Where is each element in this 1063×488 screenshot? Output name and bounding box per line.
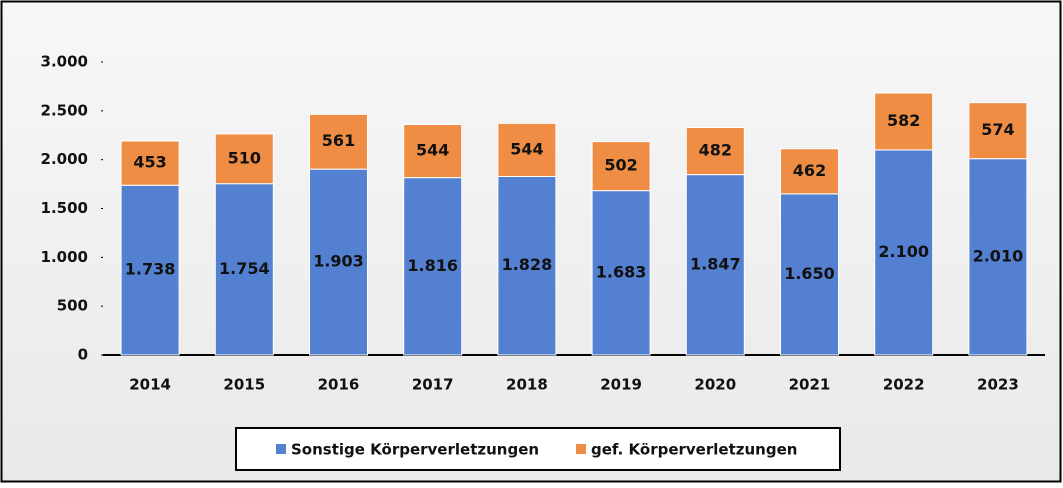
data-label: 561	[322, 131, 355, 150]
data-label: 2.100	[878, 242, 929, 261]
y-tick-label: 3.000	[41, 53, 88, 71]
data-label: 1.650	[784, 264, 835, 283]
data-label: 582	[887, 111, 920, 130]
data-label: 453	[133, 153, 166, 172]
data-label: 1.828	[502, 255, 553, 274]
x-tick-label: 2022	[883, 376, 925, 394]
data-label: 1.816	[407, 256, 458, 275]
bar-segment	[120, 140, 180, 186]
x-tick-label: 2014	[129, 376, 171, 394]
bar-segment	[685, 174, 745, 356]
data-label: 482	[699, 141, 732, 160]
bar-segment	[591, 190, 651, 356]
x-tick-label: 2017	[412, 376, 454, 394]
bar-segment	[780, 148, 839, 195]
data-label: 1.738	[125, 260, 176, 279]
x-tick-label: 2016	[318, 376, 360, 394]
data-label: 1.847	[690, 254, 741, 273]
data-label: 1.683	[596, 262, 647, 281]
bar-segment	[968, 102, 1028, 160]
y-tick-label: 2.500	[41, 101, 88, 119]
y-tick-label: 2.000	[41, 150, 88, 168]
bar-segment	[403, 177, 463, 356]
data-label: 502	[604, 156, 637, 175]
data-label: 1.754	[219, 259, 270, 278]
data-label: 544	[416, 141, 449, 160]
bar-segment	[497, 175, 557, 356]
x-tick-label: 2018	[506, 376, 548, 394]
x-tick-label: 2020	[694, 376, 736, 394]
bar-segment	[874, 92, 934, 151]
data-label: 1.903	[313, 252, 364, 271]
y-tick-label: 1.000	[41, 248, 88, 266]
legend-swatch	[576, 444, 586, 454]
x-tick-label: 2019	[600, 376, 642, 394]
bar-segment	[968, 158, 1028, 356]
bar-segment	[874, 149, 934, 356]
bar-segment	[780, 193, 839, 356]
y-tick-label: 500	[57, 297, 88, 315]
data-label: 574	[981, 120, 1014, 139]
legend-label: gef. Körperverletzungen	[591, 441, 797, 459]
legend-swatch	[276, 444, 286, 454]
bar-segment	[403, 124, 463, 179]
x-tick-label: 2021	[789, 376, 831, 394]
bar-segment	[214, 183, 274, 356]
data-label: 510	[228, 148, 261, 167]
legend-box	[235, 427, 841, 471]
bar-segment	[309, 113, 368, 170]
data-label: 2.010	[973, 246, 1024, 265]
y-tick-label: 0	[78, 346, 88, 364]
legend-label: Sonstige Körperverletzungen	[291, 441, 539, 459]
y-tick-label: 1.500	[41, 199, 88, 217]
bar-segment	[497, 122, 557, 177]
bar-segment	[214, 133, 274, 185]
bar-segment	[591, 141, 651, 192]
bar-segment	[120, 184, 180, 356]
x-tick-label: 2015	[223, 376, 265, 394]
data-label: 544	[510, 139, 543, 158]
data-label: 462	[793, 161, 826, 180]
x-tick-label: 2023	[977, 376, 1019, 394]
bar-segment	[685, 127, 745, 176]
